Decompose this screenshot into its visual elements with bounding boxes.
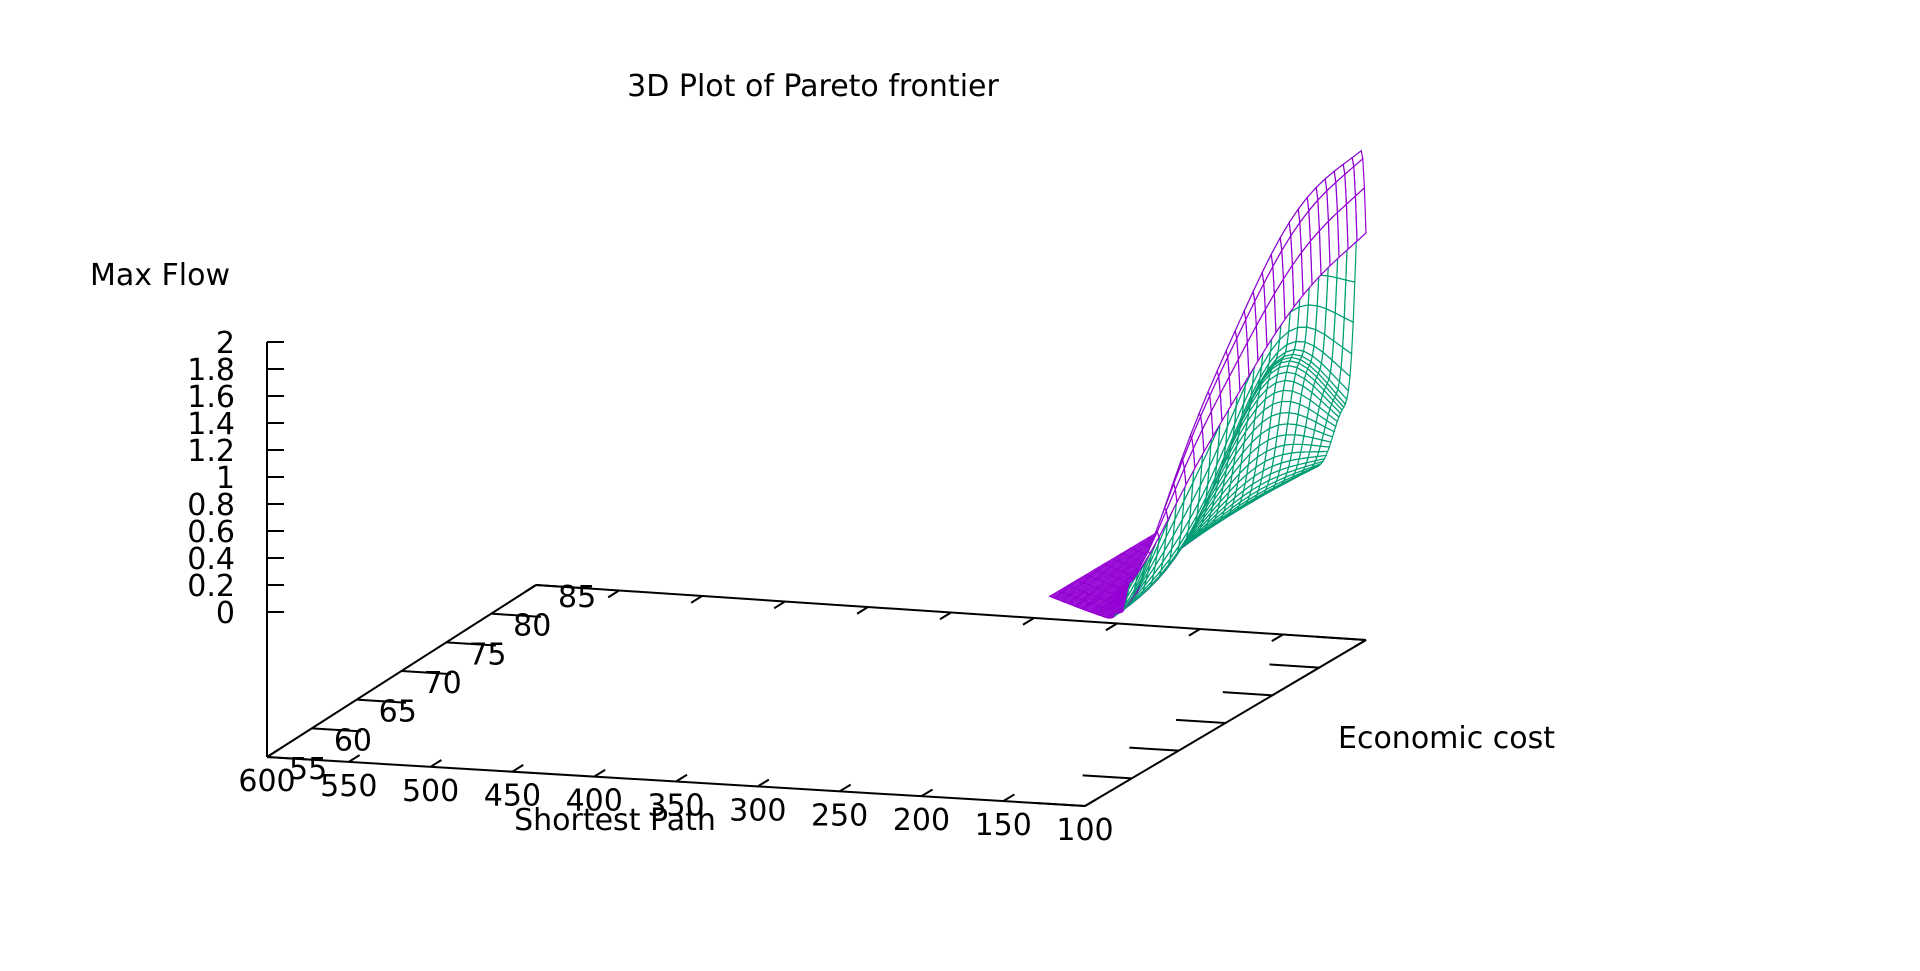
y-tick-left [1082, 774, 1132, 780]
z-tick-label: 1.4 [187, 407, 235, 442]
y-tick-label: 55 [289, 752, 327, 787]
z-axis-label: Max Flow [90, 258, 230, 293]
y-tick [446, 641, 496, 647]
x-tick-label: 500 [402, 774, 459, 809]
y-tick-left [1175, 718, 1226, 724]
x-tick-back [939, 611, 952, 621]
z-tick-label: 1.2 [187, 434, 235, 469]
x-tick-back [524, 584, 537, 593]
x-tick-label: 300 [729, 793, 786, 828]
y-tick-left [1316, 635, 1367, 641]
x-tick [1084, 798, 1097, 807]
chart-title: 3D Plot of Pareto frontier [627, 69, 999, 104]
x-tick-back [1354, 639, 1367, 648]
y-tick-left [1035, 802, 1086, 807]
tick-labels: 600 550 500 450 400 350 300 250 200 150 1005560657… [187, 326, 1113, 848]
z-tick-label: 1.6 [187, 380, 235, 415]
surface-cell [1129, 567, 1143, 584]
y-tick-label: 65 [379, 695, 417, 730]
y-tick [356, 698, 407, 704]
x-tick [266, 749, 279, 758]
z-tick-label: 0.8 [187, 488, 235, 523]
z-tick-label: 1.8 [187, 353, 235, 388]
x-tick-label: 400 [566, 784, 623, 819]
x-tick-label: 250 [811, 798, 868, 833]
x-tick-back [773, 600, 786, 610]
x-tick-back [1188, 628, 1201, 637]
x-tick-back [690, 595, 703, 604]
x-tick [430, 759, 442, 768]
x-tick-label: 350 [647, 789, 704, 824]
z-tick-label: 0.4 [187, 542, 235, 577]
x-tick [348, 754, 361, 763]
x-tick-label: 100 [1056, 813, 1113, 848]
x-tick [593, 768, 606, 778]
x-tick [511, 764, 524, 773]
y-tick-label: 70 [424, 666, 462, 701]
y-tick-left [1129, 746, 1179, 752]
x-tick-label: 550 [320, 769, 377, 804]
y-tick [401, 670, 452, 676]
z-tick-label: 0 [216, 596, 235, 631]
z-tick-label: 0.2 [187, 569, 235, 604]
y-tick-left [1222, 691, 1273, 697]
y-tick [535, 584, 586, 590]
z-tick-label: 2 [216, 326, 235, 361]
axes-group [266, 341, 1367, 807]
x-tick [839, 783, 852, 793]
x-tick-label: 150 [975, 808, 1032, 843]
x-tick-back [607, 589, 620, 599]
x-tick-label: 200 [893, 803, 950, 838]
x-tick [920, 788, 934, 798]
x-tick-back [1105, 622, 1118, 632]
x-tick-label: 450 [484, 779, 541, 814]
y-tick-label: 60 [334, 723, 372, 758]
y-tick [311, 727, 362, 733]
y-tick-label: 85 [558, 580, 596, 615]
y-tick-label: 80 [513, 609, 551, 644]
y-axis-label: Economic cost [1338, 721, 1555, 756]
surface-mesh [1048, 149, 1367, 619]
x-axis-label: Shortest Path [514, 803, 716, 838]
x-tick-back [1022, 617, 1035, 626]
y-tick-label: 75 [468, 637, 506, 672]
y-tick-left [1269, 663, 1320, 669]
x-tick [757, 778, 770, 788]
x-tick [675, 773, 688, 783]
x-tick [1002, 793, 1015, 802]
y-tick [491, 612, 541, 618]
z-tick-label: 1 [216, 461, 235, 496]
z-tick-label: 0.6 [187, 515, 235, 550]
x-tick-back [856, 606, 869, 615]
x-tick-back [1271, 633, 1284, 643]
y-tick [266, 756, 317, 761]
x-tick-label: 600 [238, 764, 295, 799]
